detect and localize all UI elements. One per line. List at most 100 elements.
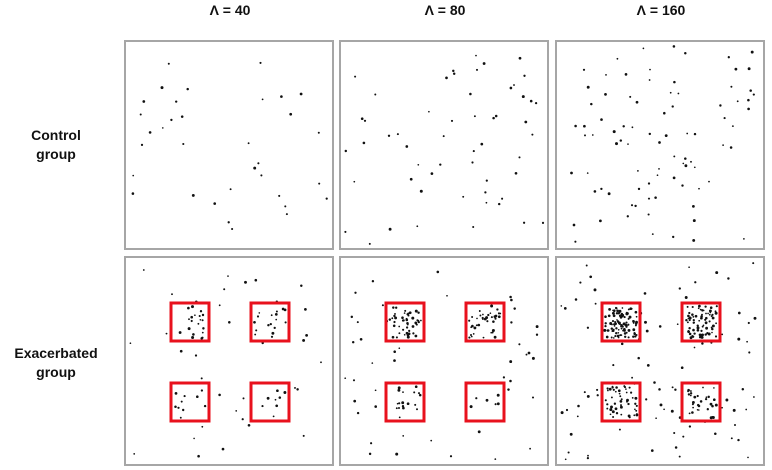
- point: [521, 95, 525, 99]
- cluster-point: [613, 323, 615, 326]
- cluster-point: [411, 325, 415, 328]
- cluster-point: [625, 312, 629, 316]
- point: [692, 205, 695, 208]
- point: [721, 406, 723, 409]
- cluster-point: [255, 329, 258, 332]
- cluster-point: [709, 306, 713, 309]
- cluster-box: [464, 381, 506, 423]
- point: [492, 116, 495, 120]
- cluster-point: [608, 308, 611, 311]
- cluster-point: [190, 319, 193, 323]
- point: [509, 360, 513, 364]
- cluster-point: [619, 395, 622, 398]
- point: [393, 359, 396, 362]
- point: [678, 287, 681, 290]
- point: [368, 242, 371, 245]
- point: [193, 437, 195, 440]
- point: [688, 266, 690, 269]
- cluster-point: [624, 323, 628, 327]
- point: [674, 388, 677, 391]
- point: [344, 377, 347, 380]
- point: [656, 174, 659, 177]
- point: [161, 127, 164, 129]
- cluster-point: [604, 324, 607, 328]
- cluster-point: [494, 403, 497, 406]
- point: [692, 238, 696, 242]
- cluster-point: [491, 329, 495, 332]
- point: [187, 306, 190, 310]
- point: [615, 142, 618, 146]
- cluster-point: [700, 335, 704, 339]
- cluster-point: [490, 304, 494, 308]
- point: [299, 92, 303, 96]
- cluster-point: [261, 405, 264, 408]
- point: [582, 68, 586, 71]
- cluster-point: [406, 402, 410, 406]
- point: [518, 343, 521, 346]
- panel-control-lambda-160: [555, 40, 765, 250]
- cluster-point: [694, 314, 698, 318]
- point: [223, 288, 226, 291]
- cluster-point: [614, 390, 617, 393]
- cluster-point: [405, 326, 409, 329]
- point: [160, 86, 164, 90]
- cluster-point: [628, 315, 632, 319]
- cluster-point: [604, 315, 607, 318]
- cluster-point: [496, 393, 500, 397]
- cluster-point: [688, 319, 691, 322]
- cluster-point: [634, 408, 636, 411]
- cluster-point: [606, 387, 609, 390]
- point: [131, 192, 135, 195]
- point: [140, 143, 144, 147]
- point: [430, 172, 434, 175]
- cluster-point: [406, 323, 409, 326]
- cluster-point: [618, 323, 621, 326]
- cluster-point: [201, 331, 204, 334]
- cluster-box: [600, 381, 642, 423]
- point: [604, 93, 607, 96]
- cluster-point: [489, 312, 492, 315]
- cluster-point: [401, 404, 405, 408]
- cluster-point: [627, 402, 630, 406]
- point: [658, 168, 660, 170]
- point: [684, 52, 687, 55]
- cluster-box: [169, 301, 211, 343]
- point: [371, 362, 374, 364]
- cluster-box: [464, 301, 506, 343]
- cluster-point: [202, 327, 205, 330]
- point: [753, 316, 757, 320]
- cluster-point: [604, 399, 607, 402]
- point: [398, 347, 401, 350]
- point: [381, 304, 384, 307]
- point: [165, 332, 168, 335]
- cluster-point: [633, 331, 636, 335]
- point: [374, 93, 377, 96]
- cluster-point: [625, 388, 627, 390]
- point: [535, 333, 539, 336]
- cluster-point: [625, 321, 628, 324]
- cluster-point: [700, 329, 703, 333]
- point: [133, 453, 136, 455]
- point: [658, 388, 661, 391]
- cluster-point: [611, 410, 615, 414]
- point: [320, 361, 322, 364]
- cluster-point: [395, 336, 398, 339]
- cluster-point: [688, 311, 691, 315]
- point: [442, 135, 445, 138]
- cluster-point: [616, 334, 620, 338]
- point: [524, 120, 528, 124]
- point: [531, 356, 535, 360]
- cluster-point: [482, 336, 485, 339]
- point: [569, 432, 573, 436]
- cluster-point: [715, 322, 717, 325]
- point: [693, 346, 696, 349]
- cluster-point: [274, 313, 278, 316]
- cluster-point: [635, 320, 638, 324]
- cluster-box: [384, 301, 426, 343]
- point: [353, 399, 357, 403]
- point: [560, 305, 563, 307]
- cluster-point: [615, 332, 618, 335]
- cluster-point: [402, 328, 405, 331]
- cluster-box: [384, 381, 426, 423]
- point: [674, 446, 678, 449]
